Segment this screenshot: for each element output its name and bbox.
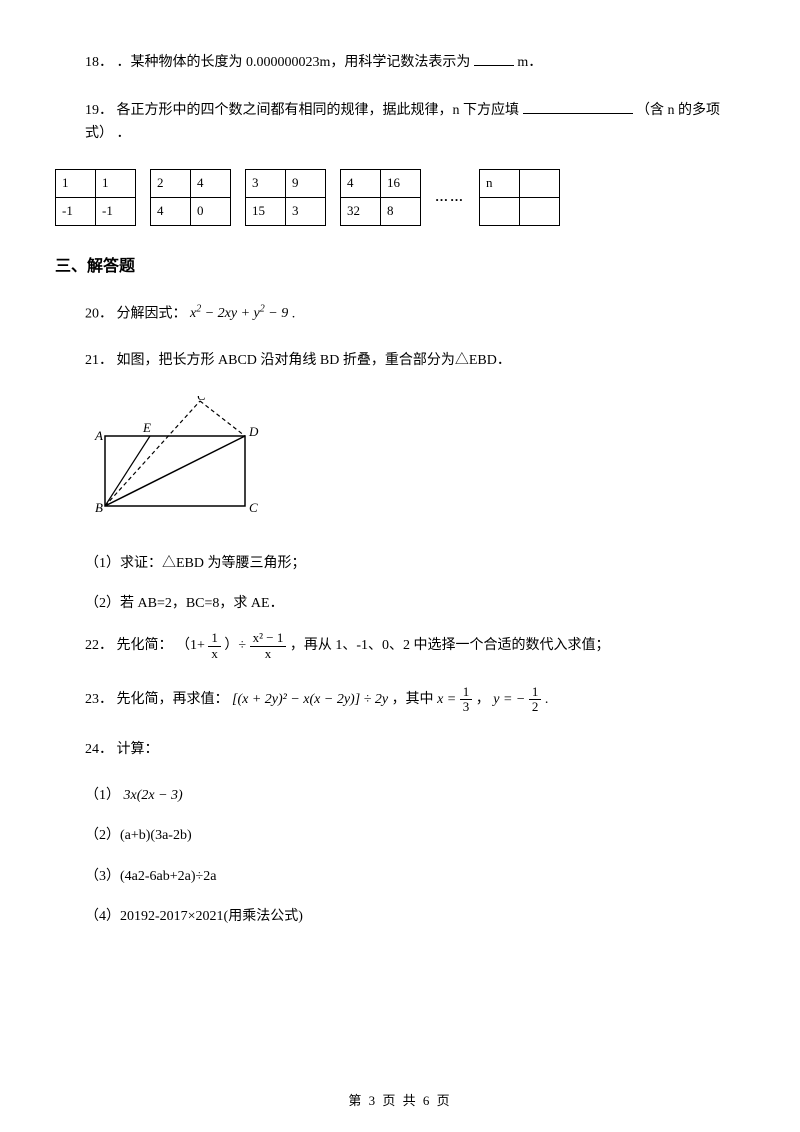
expr-part: − 2xy + y — [201, 306, 260, 321]
q18-text-before: ．某种物体的长度为 0.000000023m，用科学记数法表示为 — [117, 55, 471, 70]
q24-num: 24． — [85, 742, 113, 757]
table-3: 39 153 — [245, 169, 326, 226]
q23-comma: ， — [476, 692, 490, 707]
q24-item1-num: （1） — [85, 788, 120, 803]
table-cell: 3 — [246, 170, 286, 198]
question-19: 19． 各正方形中的四个数之间都有相同的规律，据此规律，n 下方应填 （含 n … — [85, 98, 745, 145]
q23-x-frac: 1 3 — [460, 685, 473, 715]
table-cell — [520, 198, 560, 226]
question-24: 24． 计算： — [85, 739, 745, 761]
question-20: 20． 分解因式： x2 − 2xy + y2 − 9 . — [85, 302, 745, 326]
q21-sub1: （1）求证：△EBD 为等腰三角形； — [85, 553, 745, 575]
q18-num: 18． — [85, 55, 113, 70]
frac-num: 1 — [460, 685, 473, 700]
label-D: D — [248, 424, 259, 439]
table-cell: 0 — [191, 198, 231, 226]
q20-dot: . — [292, 306, 296, 321]
q23-dot: . — [545, 692, 549, 707]
q22-rparen: ）÷ — [224, 638, 249, 653]
fold-diagram-icon: A B C D E C' — [85, 396, 265, 526]
q22-label: 先化简： — [117, 638, 173, 653]
q20-label: 分解因式： — [117, 306, 187, 321]
q24-item1-expr: 3x(2x − 3) — [124, 788, 183, 803]
table-cell: 8 — [381, 198, 421, 226]
q22-tail: ，再从 1、-1、0、2 中选择一个合适的数代入求值； — [290, 638, 610, 653]
table-cell: n — [480, 170, 520, 198]
q23-yeq: y = − — [493, 692, 529, 707]
q23-y-frac: 1 2 — [529, 685, 542, 715]
q23-label: 先化简，再求值： — [117, 692, 229, 707]
table-cell: 1 — [96, 170, 136, 198]
q24-item3: （3）(4a2-6ab+2a)÷2a — [85, 866, 745, 888]
q20-num: 20． — [85, 306, 113, 321]
table-2: 24 40 — [150, 169, 231, 226]
q19-num: 19． — [85, 103, 113, 118]
page-footer: 第 3 页 共 6 页 — [0, 1091, 800, 1112]
table-cell — [480, 198, 520, 226]
section-3-title: 三、解答题 — [55, 254, 745, 280]
q21-num: 21． — [85, 353, 113, 368]
q18-blank — [474, 50, 514, 66]
table-cell: 4 — [341, 170, 381, 198]
frac-num: x² − 1 — [250, 631, 287, 646]
frac-den: x — [208, 647, 221, 661]
q23-expr: [(x + 2y)² − x(x − 2y)] ÷ 2y — [232, 692, 388, 707]
table-cell: 15 — [246, 198, 286, 226]
label-E: E — [142, 420, 151, 435]
table-cell: 2 — [151, 170, 191, 198]
table-n: n — [479, 169, 560, 226]
table-cell: 4 — [191, 170, 231, 198]
ellipsis-icon: …… — [435, 187, 465, 208]
table-cell: 16 — [381, 170, 421, 198]
q24-item1: （1） 3x(2x − 3) — [85, 785, 745, 807]
question-18: 18． ．某种物体的长度为 0.000000023m，用科学记数法表示为 m． — [85, 50, 745, 74]
table-cell: 3 — [286, 198, 326, 226]
table-1: 11 -1-1 — [55, 169, 136, 226]
table-cell: 9 — [286, 170, 326, 198]
frac-num: 1 — [529, 685, 542, 700]
q19-blank — [523, 98, 633, 114]
table-cell — [520, 170, 560, 198]
frac-den: 3 — [460, 700, 473, 714]
frac-den: 2 — [529, 700, 542, 714]
expr-part: − 9 — [265, 306, 288, 321]
q22-frac1: 1 x — [208, 631, 221, 661]
table-cell: -1 — [96, 198, 136, 226]
q23-num: 23． — [85, 692, 113, 707]
label-A: A — [94, 428, 103, 443]
q23-mid: ，其中 — [392, 692, 438, 707]
table-cell: -1 — [56, 198, 96, 226]
q20-expr: x2 − 2xy + y2 − 9 — [190, 306, 292, 321]
question-22: 22． 先化简： （1+ 1 x ）÷ x² − 1 x ，再从 1、-1、0、… — [85, 631, 745, 661]
q23-xeq: x = — [437, 692, 460, 707]
frac-den: x — [250, 647, 287, 661]
q22-lparen: （1+ — [176, 638, 205, 653]
q22-num: 22． — [85, 638, 113, 653]
q19-text: 各正方形中的四个数之间都有相同的规律，据此规律，n 下方应填 — [117, 103, 520, 118]
label-C: C — [249, 500, 258, 515]
geometry-figure: A B C D E C' — [85, 396, 745, 534]
label-B: B — [95, 500, 103, 515]
frac-num: 1 — [208, 631, 221, 646]
q24-item4: （4）20192-2017×2021(用乘法公式) — [85, 906, 745, 928]
q21-text: 如图，把长方形 ABCD 沿对角线 BD 折叠，重合部分为△EBD． — [117, 353, 511, 368]
table-cell: 32 — [341, 198, 381, 226]
q22-frac2: x² − 1 x — [250, 631, 287, 661]
question-23: 23． 先化简，再求值： [(x + 2y)² − x(x − 2y)] ÷ 2… — [85, 685, 745, 715]
q24-label: 计算： — [117, 742, 159, 757]
table-cell: 1 — [56, 170, 96, 198]
q21-sub2: （2）若 AB=2，BC=8，求 AE． — [85, 593, 745, 615]
q18-text-after: m． — [517, 55, 542, 70]
label-Cp: C' — [197, 396, 209, 403]
question-21: 21． 如图，把长方形 ABCD 沿对角线 BD 折叠，重合部分为△EBD． — [85, 350, 745, 372]
pattern-tables: 11 -1-1 24 40 39 153 416 328 …… n — [55, 169, 745, 226]
table-4: 416 328 — [340, 169, 421, 226]
table-cell: 4 — [151, 198, 191, 226]
q24-item2: （2）(a+b)(3a-2b) — [85, 825, 745, 847]
